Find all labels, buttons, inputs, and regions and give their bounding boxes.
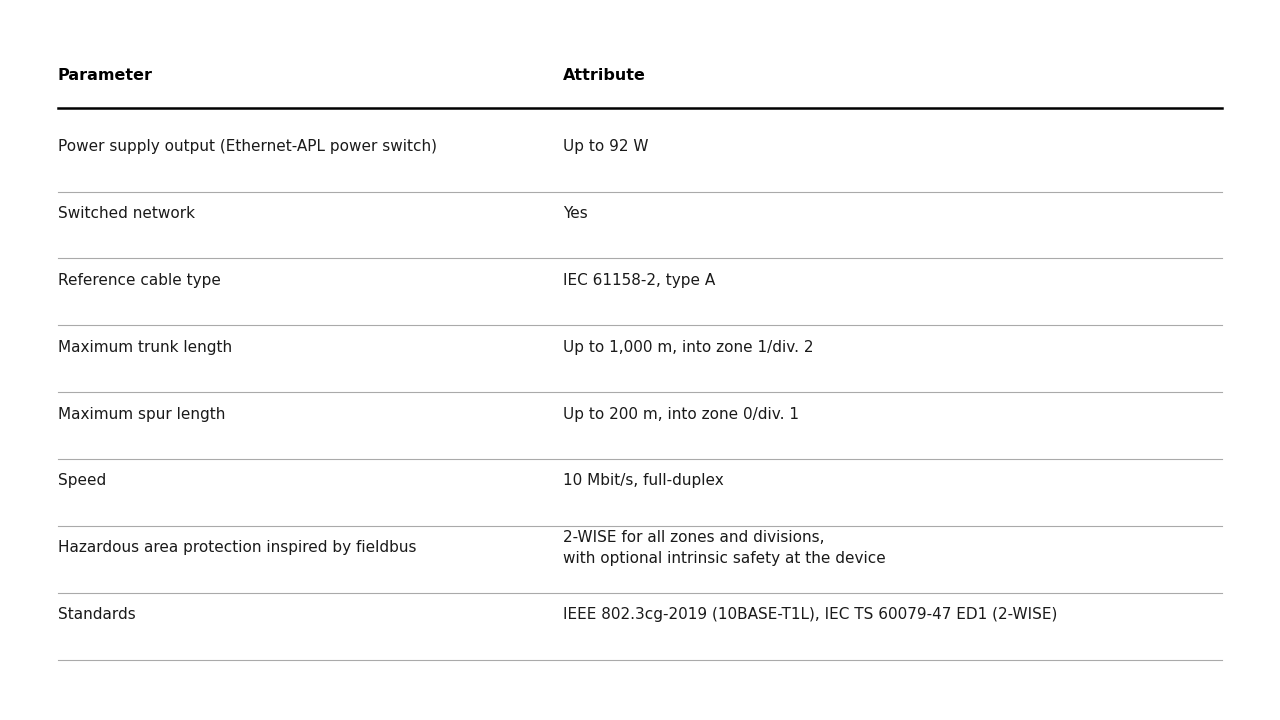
Text: Reference cable type: Reference cable type	[58, 273, 220, 287]
Text: Yes: Yes	[563, 206, 588, 220]
Text: Attribute: Attribute	[563, 68, 646, 83]
Text: Standards: Standards	[58, 608, 136, 622]
Text: Hazardous area protection inspired by fieldbus: Hazardous area protection inspired by fi…	[58, 541, 416, 555]
Text: Switched network: Switched network	[58, 206, 195, 220]
Text: Maximum spur length: Maximum spur length	[58, 407, 225, 421]
Text: Up to 92 W: Up to 92 W	[563, 139, 649, 153]
Text: Up to 1,000 m, into zone 1/div. 2: Up to 1,000 m, into zone 1/div. 2	[563, 340, 814, 354]
Text: Up to 200 m, into zone 0/div. 1: Up to 200 m, into zone 0/div. 1	[563, 407, 799, 421]
Text: IEC 61158-2, type A: IEC 61158-2, type A	[563, 273, 716, 287]
Text: Speed: Speed	[58, 474, 106, 488]
Text: Parameter: Parameter	[58, 68, 152, 83]
Text: Power supply output (Ethernet-APL power switch): Power supply output (Ethernet-APL power …	[58, 139, 436, 153]
Text: Maximum trunk length: Maximum trunk length	[58, 340, 232, 354]
Text: 2-WISE for all zones and divisions,
with optional intrinsic safety at the device: 2-WISE for all zones and divisions, with…	[563, 530, 886, 566]
Text: 10 Mbit/s, full-duplex: 10 Mbit/s, full-duplex	[563, 474, 724, 488]
Text: IEEE 802.3cg-2019 (10BASE-T1L), IEC TS 60079-47 ED1 (2-WISE): IEEE 802.3cg-2019 (10BASE-T1L), IEC TS 6…	[563, 608, 1057, 622]
